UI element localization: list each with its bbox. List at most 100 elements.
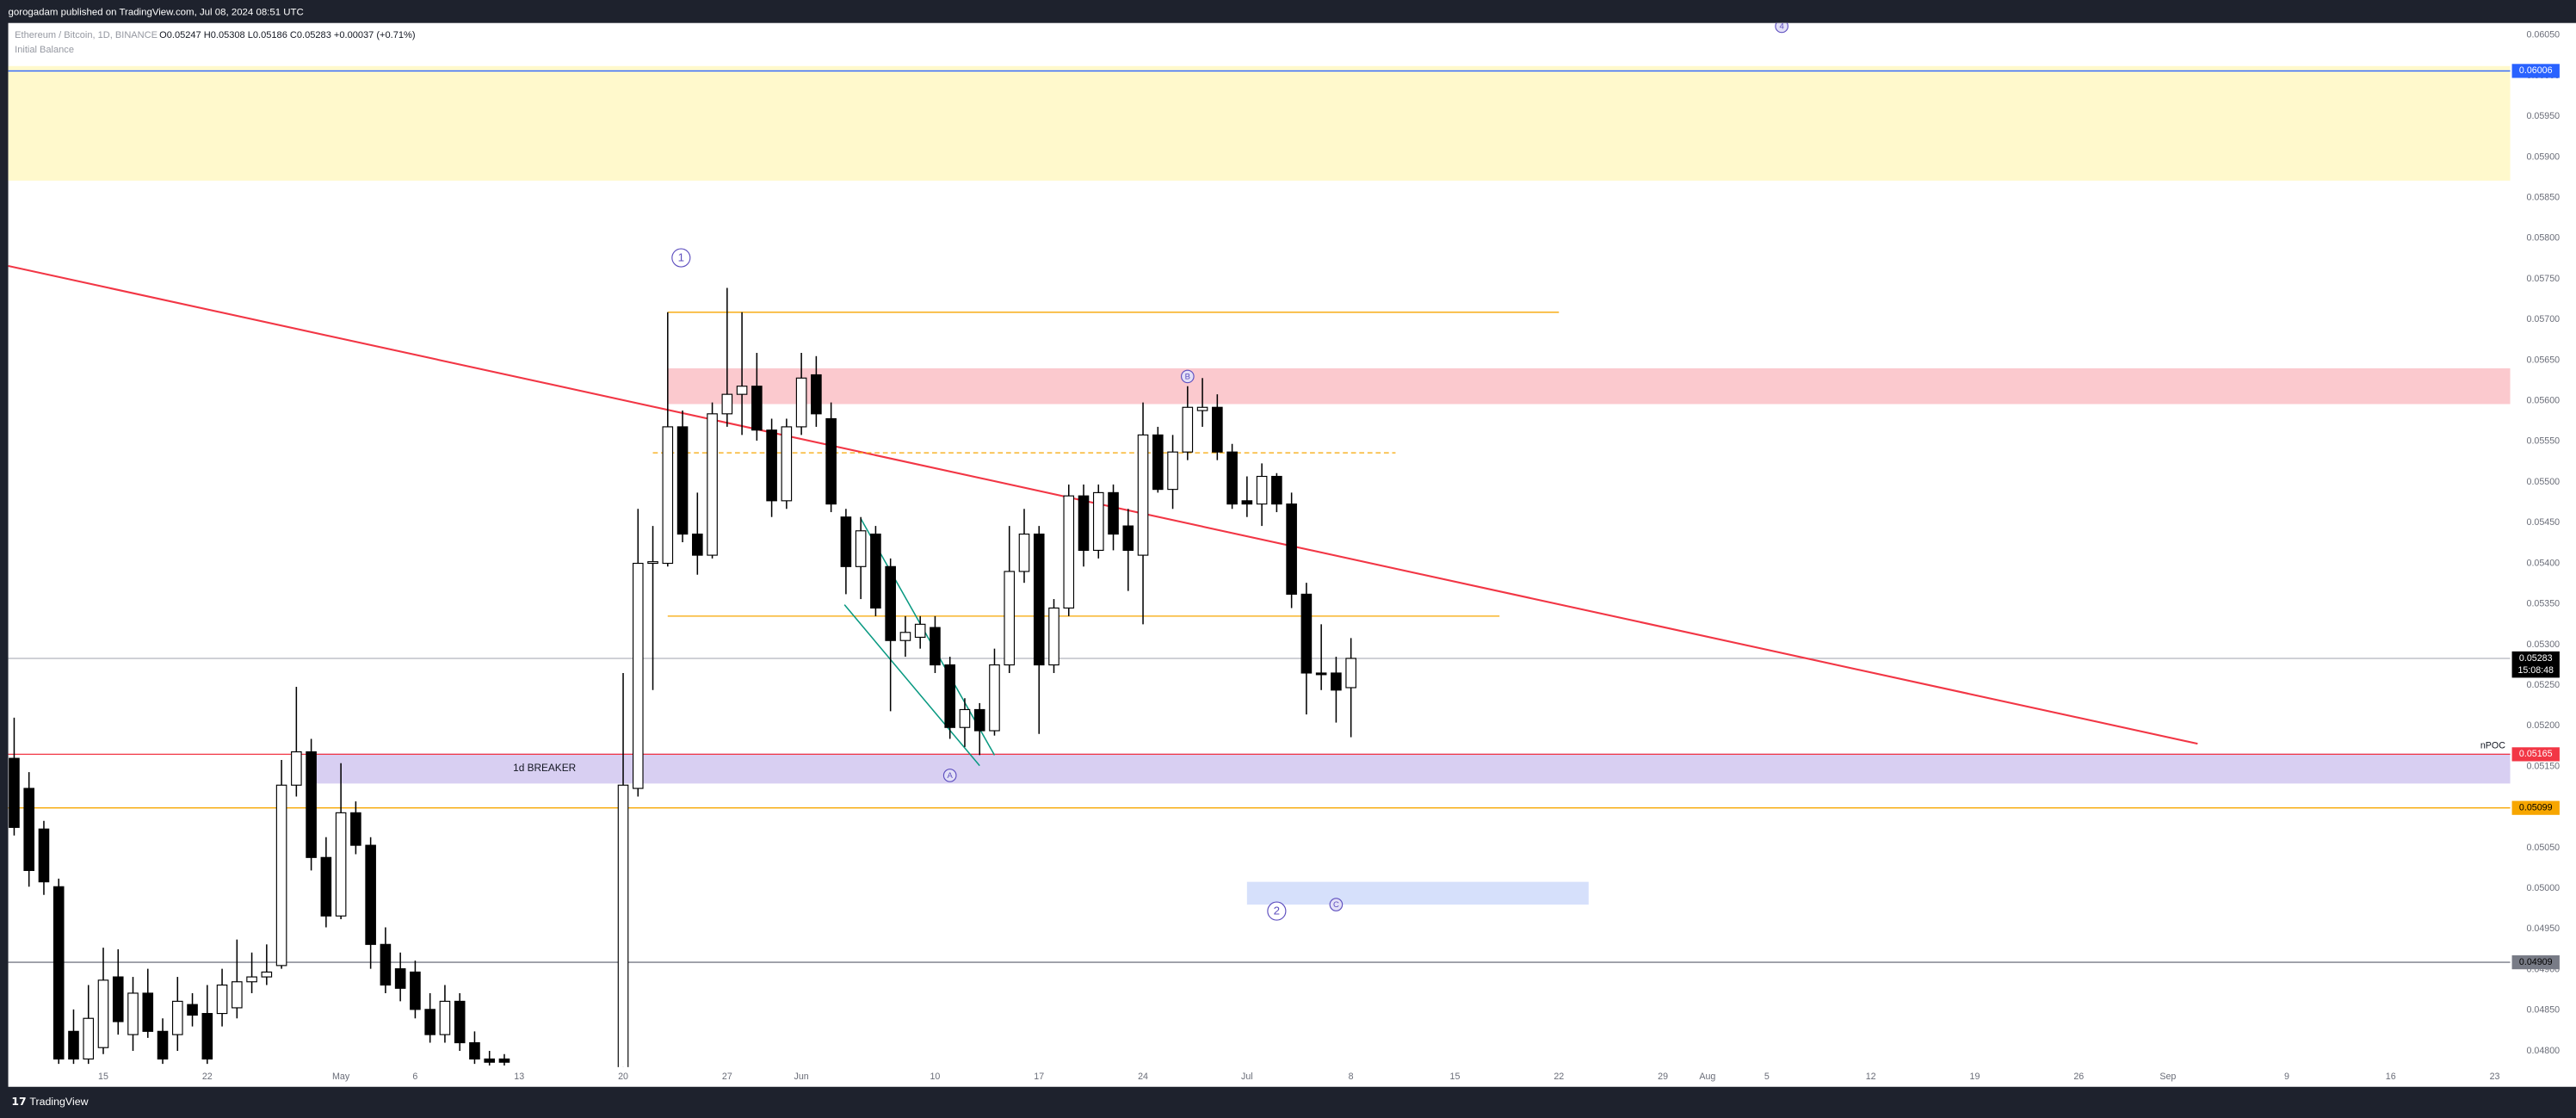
candle-body	[216, 984, 228, 1015]
candle-body	[751, 386, 763, 431]
y-tick-label: 0.04800	[2527, 1046, 2561, 1056]
candle-body	[662, 426, 674, 565]
y-tick-label: 0.05950	[2527, 111, 2561, 121]
x-tick-label: 26	[2073, 1072, 2084, 1082]
x-tick-label: 10	[930, 1072, 941, 1082]
footer-brand: TradingView	[29, 1096, 88, 1108]
price-label: 0.05165	[2519, 749, 2553, 759]
y-tick-label: 0.05600	[2527, 396, 2561, 406]
candle-body	[1182, 406, 1194, 453]
x-tick-label: 13	[514, 1072, 524, 1082]
candle-body	[870, 533, 881, 609]
y-tick-label: 0.05550	[2527, 436, 2561, 447]
candle-body	[187, 1004, 198, 1016]
candle-body	[1018, 533, 1030, 572]
candle-body	[201, 1012, 213, 1059]
candle-body	[380, 943, 392, 986]
candle-body	[1256, 475, 1268, 505]
candle-body	[410, 971, 421, 1010]
candle-body	[1063, 495, 1075, 609]
bottom-bar	[0, 1086, 2576, 1118]
footer-logo: 𝟭𝟳	[11, 1096, 26, 1108]
y-tick-label: 0.05050	[2527, 843, 2561, 853]
ohlc-label: O0.05247 H0.05308 L0.05186 C0.05283 +0.0…	[159, 30, 415, 40]
y-tick-label: 0.04900	[2527, 964, 2561, 974]
plot-area: 1d BREAKER 1 2 A B C 4	[8, 22, 2511, 1067]
candle-body	[127, 992, 139, 1035]
candle-body	[454, 1000, 466, 1044]
drawing-line	[860, 518, 996, 756]
x-tick-label: 24	[1138, 1072, 1148, 1082]
candle-body	[1286, 503, 1297, 595]
candle-body	[989, 664, 1000, 732]
candle-body	[885, 565, 896, 641]
candle-body	[9, 757, 20, 828]
price-label: 0.05099	[2519, 803, 2553, 813]
candle-body	[647, 561, 658, 565]
candle-body	[23, 788, 35, 871]
y-tick-label: 0.05650	[2527, 355, 2561, 365]
y-tick-label: 0.04850	[2527, 1005, 2561, 1016]
candle-body	[766, 429, 777, 502]
candle-body	[469, 1041, 480, 1059]
price-label-box	[2511, 954, 2560, 970]
zone	[8, 65, 2511, 181]
x-tick-label: 6	[412, 1072, 417, 1082]
y-tick-label: 0.05850	[2527, 193, 2561, 203]
candle-body	[53, 886, 65, 1059]
candle-body	[261, 971, 273, 978]
candle-body	[811, 374, 822, 415]
price-label-box	[2511, 800, 2560, 815]
wave-marker	[1329, 898, 1344, 911]
price-label-box	[2511, 64, 2560, 78]
x-tick-label: 22	[202, 1072, 213, 1082]
x-tick-label: 19	[1970, 1072, 1980, 1082]
candle-body	[424, 1009, 436, 1035]
y-tick-label: 0.04950	[2527, 923, 2561, 934]
y-tick-label: 0.05200	[2527, 720, 2561, 731]
overlay: 0.04800 0.04850 0.04900 0.04950 0.05000 0.050…	[98, 30, 2560, 1082]
x-tick-label: 17	[1034, 1072, 1044, 1082]
y-tick-label: 0.06050	[2527, 30, 2561, 40]
y-tick-label: 0.05900	[2527, 151, 2561, 162]
y-tick-label: 0.05350	[2527, 599, 2561, 609]
candle-body	[825, 417, 837, 505]
candle-body	[1226, 451, 1238, 505]
candle-body	[97, 979, 109, 1048]
candle-body	[306, 750, 317, 858]
candle-body	[1241, 500, 1253, 505]
wave-marker-label: B	[1185, 372, 1190, 381]
candle-body	[1331, 672, 1342, 691]
candle-body	[142, 992, 154, 1032]
candle-body	[1004, 571, 1016, 666]
zone	[311, 753, 2511, 784]
wave-marker-label: 2	[1274, 905, 1280, 917]
candle-body	[944, 664, 955, 728]
x-tick-label: 22	[1554, 1072, 1564, 1082]
wave-marker	[1181, 369, 1195, 384]
countdown-label: 15:08:48	[2517, 665, 2554, 676]
wave-marker	[942, 769, 957, 782]
wave-marker-label: 1	[678, 251, 684, 264]
candle-body	[394, 968, 406, 989]
zone	[1246, 881, 1589, 905]
price-label-box	[2511, 747, 2560, 762]
candle-body	[1152, 434, 1164, 491]
candle-body	[246, 976, 257, 983]
candle-body	[350, 812, 361, 846]
candle-body	[291, 750, 302, 786]
x-tick-label: 9	[2284, 1072, 2289, 1082]
candle-body	[899, 632, 911, 641]
candle-body	[855, 530, 867, 567]
x-tick-label: 27	[722, 1072, 732, 1082]
candle-body	[275, 784, 287, 967]
candle-body	[1078, 495, 1090, 551]
x-tick-label: 20	[618, 1072, 628, 1082]
x-tick-label: 15	[1450, 1072, 1461, 1082]
candle-body	[1048, 607, 1059, 666]
candle-body	[157, 1030, 169, 1059]
y-tick-label: 0.05500	[2527, 477, 2561, 487]
candle-body	[781, 426, 793, 502]
y-tick-label: 0.05800	[2527, 233, 2561, 244]
x-tick-label: 16	[2386, 1072, 2396, 1082]
